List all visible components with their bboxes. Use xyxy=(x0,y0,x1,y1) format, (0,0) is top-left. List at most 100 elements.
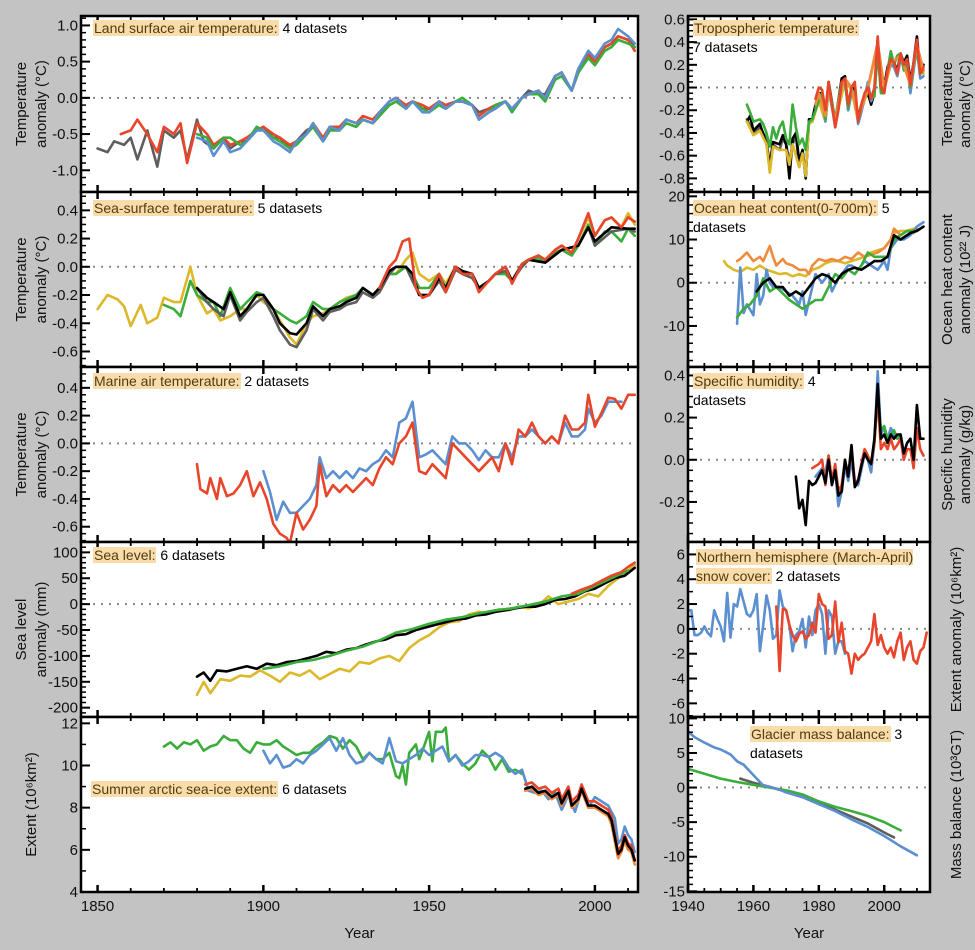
series-group xyxy=(688,730,919,857)
y-tick-label: 5 xyxy=(677,745,685,762)
y-axis-label: Mass balance (10³GT) xyxy=(948,730,965,879)
y-axis-label: anomaly (°C) xyxy=(33,411,50,499)
series-line-4 xyxy=(523,785,637,862)
x-tick-label: 2000 xyxy=(578,898,611,915)
y-tick-label: 0.2 xyxy=(664,410,685,427)
panel-7: 0.4 0.2 0.0 -0.2 Specific humidity anomaly (g… xyxy=(659,365,974,544)
title-highlight: Sea level: xyxy=(93,547,157,563)
title-datasets: 5 datasets xyxy=(693,200,890,235)
y-axis-label: Ocean heat content xyxy=(939,213,956,345)
plot-area xyxy=(688,192,930,367)
series-line-1 xyxy=(195,393,637,542)
series-line-4 xyxy=(755,225,925,298)
y-tick-label: 0.0 xyxy=(664,80,685,97)
series-line-1 xyxy=(774,592,929,675)
y-tick-label: -10 xyxy=(663,318,685,335)
series-group xyxy=(96,27,637,168)
series-line-0 xyxy=(195,563,637,697)
y-axis-label: anomaly (10²² J) xyxy=(957,225,974,334)
y-tick-label: -0.4 xyxy=(52,315,78,332)
title-highlight: Summer arctic sea-ice extent: xyxy=(91,781,279,797)
y-tick-label: -50 xyxy=(56,622,78,639)
panel-title-land-temperature: Land surface air temperature: 4 datasets xyxy=(93,19,347,38)
series-group xyxy=(162,726,637,866)
panel-title-snow-cover: Northern hemisphere (March-April) snow c… xyxy=(696,548,916,586)
y-tick-label: -5 xyxy=(672,814,685,831)
x-tick-label: 1940 xyxy=(671,898,704,915)
plot-area xyxy=(81,192,638,367)
series-group xyxy=(96,211,637,349)
series-group xyxy=(794,369,925,527)
y-axis-label: anomaly (°C) xyxy=(957,60,974,148)
y-tick-label: -150 xyxy=(48,674,78,691)
y-tick-label: 10 xyxy=(668,232,685,249)
x-tick-label: 1850 xyxy=(81,898,114,915)
y-tick-label: 0.2 xyxy=(664,57,685,74)
title-highlight: Sea-surface temperature: xyxy=(93,200,254,216)
y-tick-label: -0.6 xyxy=(52,519,78,536)
series-line-3 xyxy=(735,229,919,319)
y-tick-label: 8 xyxy=(70,800,78,817)
y-tick-label: 4 xyxy=(70,884,78,901)
series-line-2 xyxy=(262,569,630,671)
x-axis-label: Year xyxy=(344,925,374,942)
y-tick-label: -0.6 xyxy=(52,343,78,360)
series-line-2 xyxy=(735,220,925,326)
panel-title-glacier: Glacier mass balance: 3 datasets xyxy=(750,725,920,763)
title-highlight: Marine air temperature: xyxy=(93,373,241,389)
y-tick-label: 0.4 xyxy=(57,202,78,219)
y-axis-label: anomaly (°C) xyxy=(33,60,50,148)
y-axis-label: Temperature xyxy=(13,237,30,321)
y-tick-label: 6 xyxy=(677,546,685,563)
y-tick-label: -15 xyxy=(663,883,685,900)
series-line-0 xyxy=(262,400,623,522)
title-highlight: Tropospheric temperature: xyxy=(693,20,860,36)
series-line-1 xyxy=(195,566,637,683)
y-tick-label: 10 xyxy=(61,757,78,774)
title-datasets: 7 datasets xyxy=(693,39,758,55)
y-tick-label: -2 xyxy=(672,646,685,663)
y-tick-label: 0.4 xyxy=(664,34,685,51)
y-axis-label: Sea level xyxy=(13,599,30,661)
y-tick-label: 0.4 xyxy=(57,380,78,397)
y-tick-label: -0.4 xyxy=(659,125,685,142)
title-datasets: 6 datasets xyxy=(282,781,347,797)
title-highlight: Specific humidity: xyxy=(693,373,804,389)
series-group xyxy=(195,393,637,542)
series-group xyxy=(688,587,929,675)
y-tick-label: 0.0 xyxy=(57,435,78,452)
y-tick-label: 0.6 xyxy=(664,11,685,28)
panel-title-tropospheric: Tropospheric temperature: 7 datasets xyxy=(693,19,863,57)
y-tick-label: 6 xyxy=(70,842,78,859)
y-tick-label: 0.0 xyxy=(57,259,78,276)
y-axis-label: anomaly (mm) xyxy=(33,582,50,678)
panel-3: 100 50 0 -50 -100 -150 -200 Sea level anomaly (m… xyxy=(13,540,640,719)
title-datasets: 4 datasets xyxy=(693,373,816,408)
y-tick-label: 12 xyxy=(61,715,78,732)
series-line-3 xyxy=(794,382,925,527)
panel-0: 1.0 0.5 0.0 -0.5 -1.0 Temperature anomaly (°C) xyxy=(13,14,640,194)
y-tick-label: 0.5 xyxy=(57,54,78,71)
panel-border xyxy=(686,715,932,894)
y-tick-label: 20 xyxy=(668,188,685,205)
plot-area xyxy=(688,717,930,892)
y-tick-label: -0.2 xyxy=(52,463,78,480)
panel-title-sst: Sea-surface temperature: 5 datasets xyxy=(93,199,322,218)
series-line-1 xyxy=(688,767,902,832)
series-line-4 xyxy=(378,211,637,300)
x-tick-label: 1980 xyxy=(802,898,835,915)
y-tick-label: -1.0 xyxy=(52,162,78,179)
y-tick-label: -0.6 xyxy=(659,148,685,165)
panel-2: 0.4 0.2 0.0 -0.2 -0.4 -0.6 Temperature anomaly … xyxy=(13,365,640,544)
series-line-2 xyxy=(688,730,919,857)
series-line-1 xyxy=(735,225,919,276)
panel-title-sea-ice: Summer arctic sea-ice extent: 6 datasets xyxy=(91,780,347,799)
y-tick-label: 0.0 xyxy=(664,452,685,469)
title-datasets: 3 datasets xyxy=(750,726,903,761)
panel-title-ocean-heat: Ocean heat content(0-700m): 5 datasets xyxy=(693,199,893,237)
x-axis-label: Year xyxy=(794,925,824,942)
title-highlight: Ocean heat content(0-700m): xyxy=(693,200,878,216)
